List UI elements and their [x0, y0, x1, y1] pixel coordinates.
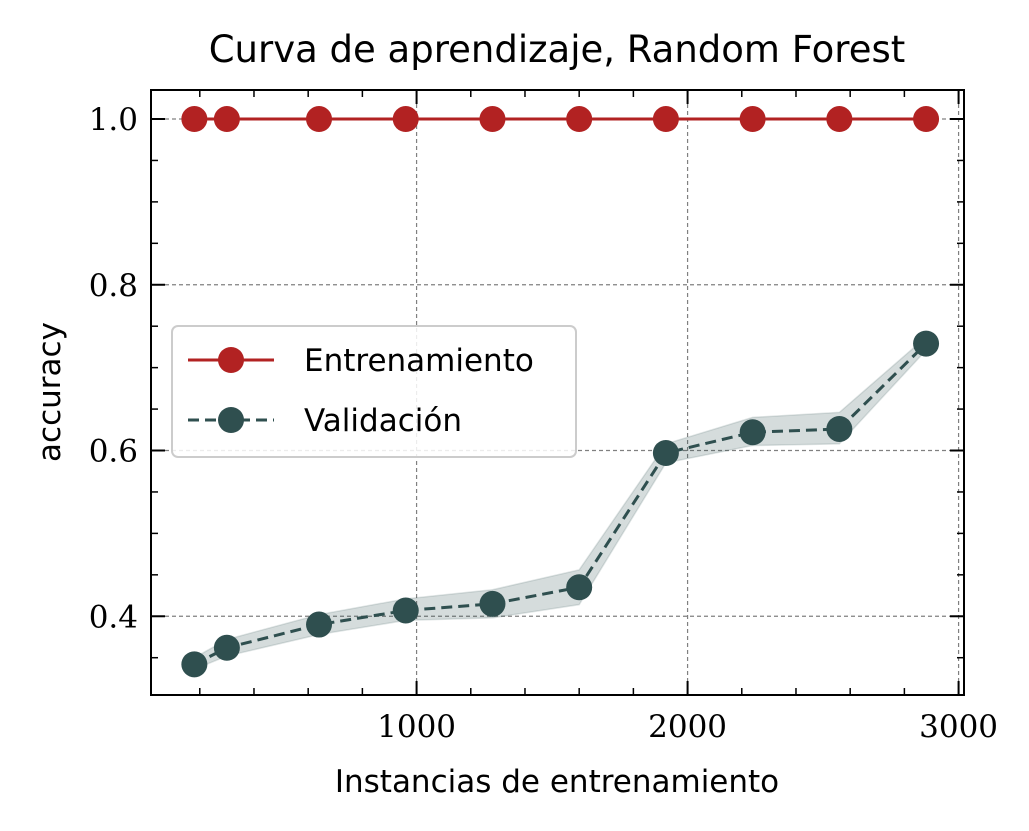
- data-point-entrenamiento: [652, 106, 679, 133]
- y-tick-label: 0.6: [89, 434, 138, 470]
- data-point-validacion: [392, 597, 419, 624]
- data-point-validacion: [739, 419, 766, 446]
- data-point-entrenamiento: [566, 106, 593, 133]
- data-point-entrenamiento: [181, 106, 208, 133]
- data-point-entrenamiento: [913, 106, 940, 133]
- legend-entry-label: Entrenamiento: [304, 343, 534, 379]
- data-point-validacion: [181, 651, 208, 678]
- x-tick-label: 1000: [377, 709, 456, 745]
- data-point-validacion: [213, 634, 240, 661]
- chart-title: Curva de aprendizaje, Random Forest: [209, 28, 906, 71]
- data-point-entrenamiento: [213, 106, 240, 133]
- data-point-validacion: [652, 440, 679, 466]
- plot-frame: [150, 89, 965, 696]
- legend-marker: [218, 407, 244, 433]
- legend-marker: [218, 347, 244, 373]
- data-point-entrenamiento: [479, 106, 506, 133]
- x-tick-label: 2000: [648, 709, 727, 745]
- series-line-validacion: [193, 342, 928, 666]
- data-point-validacion: [306, 611, 333, 638]
- data-point-validacion: [479, 590, 506, 617]
- legend: Entrenamiento Validación: [171, 325, 577, 458]
- x-tick-label: 3000: [919, 709, 998, 745]
- tick-labels: 1000 2000 3000 0.4 0.6 0.8 1.0: [89, 102, 998, 745]
- data-point-validacion: [566, 574, 593, 601]
- data-point-validacion: [826, 415, 853, 442]
- legend-entry-label: Validación: [304, 403, 462, 439]
- series-points: [181, 106, 940, 678]
- data-point-entrenamiento: [739, 106, 766, 133]
- y-tick-label: 0.4: [89, 599, 138, 635]
- y-tick-label: 1.0: [89, 102, 138, 138]
- series-lines: [193, 117, 928, 666]
- data-point-validacion: [913, 330, 940, 357]
- ticks: [151, 90, 964, 695]
- data-point-entrenamiento: [392, 106, 419, 133]
- x-axis-label: Instancias de entrenamiento: [335, 764, 779, 800]
- data-point-entrenamiento: [306, 106, 333, 133]
- y-tick-label: 0.8: [89, 268, 138, 304]
- data-point-entrenamiento: [826, 106, 853, 133]
- y-axis-label: accuracy: [32, 322, 68, 462]
